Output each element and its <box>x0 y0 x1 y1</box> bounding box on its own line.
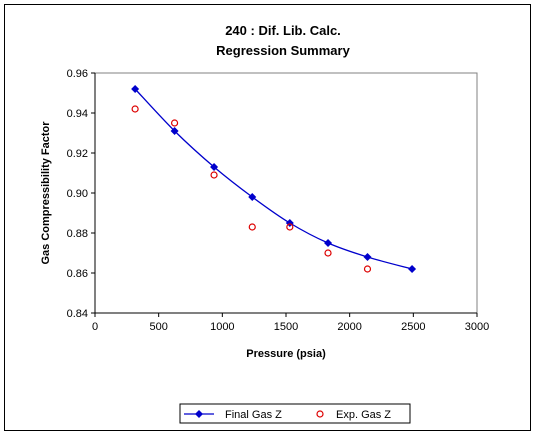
y-tick-label: 0.88 <box>67 228 88 240</box>
point-final-gas-z <box>131 85 140 93</box>
point-exp-gas-z <box>248 223 256 231</box>
x-tick-label: 500 <box>149 321 167 333</box>
legend-label-exp-gas-z: Exp. Gas Z <box>336 409 391 421</box>
point-exp-gas-z <box>170 119 179 127</box>
point-exp-gas-z <box>286 223 294 231</box>
plot-area <box>94 72 478 314</box>
x-tick-label: 2000 <box>337 321 361 333</box>
point-exp-gas-z <box>363 265 372 273</box>
y-axis-label: Gas Compressibility Factor <box>40 121 52 265</box>
x-axis-label: Pressure (psia) <box>246 348 326 360</box>
legend-marker-exp-gas-z <box>316 410 324 418</box>
x-tick-label: 0 <box>92 321 98 333</box>
point-final-gas-z <box>170 127 179 135</box>
point-final-gas-z <box>210 163 219 171</box>
point-final-gas-z <box>324 239 333 247</box>
chart-title: 240 : Dif. Lib. Calc. <box>225 23 341 38</box>
legend-box <box>179 403 411 424</box>
series-layer <box>131 85 417 273</box>
y-tick-label: 0.92 <box>67 148 88 160</box>
y-tick-label: 0.94 <box>67 108 88 120</box>
point-final-gas-z <box>408 265 417 273</box>
y-tick-label: 0.84 <box>67 308 88 320</box>
legend-label-final-gas-z: Final Gas Z <box>225 409 282 421</box>
legend: Final Gas Z Exp. Gas Z <box>179 403 411 424</box>
x-tick-label: 2500 <box>401 321 425 333</box>
y-tick-label: 0.96 <box>67 68 88 80</box>
point-exp-gas-z <box>324 249 332 257</box>
x-tick-label: 3000 <box>465 321 489 333</box>
tick-labels: 0 500 1000 1500 2000 2500 3000 0.84 0.86 0.88 0.90… <box>67 68 490 333</box>
chart-subtitle: Regression Summary <box>216 43 350 58</box>
x-tick-label: 1000 <box>210 321 234 333</box>
point-exp-gas-z <box>131 105 139 113</box>
point-final-gas-z <box>248 193 257 201</box>
y-tick-label: 0.86 <box>67 268 88 280</box>
x-tick-label: 1500 <box>274 321 298 333</box>
point-final-gas-z <box>363 253 372 261</box>
point-exp-gas-z <box>210 171 218 179</box>
legend-marker-final-gas-z <box>195 410 203 418</box>
series-line-final-gas-z <box>134 88 413 270</box>
y-tick-label: 0.90 <box>67 188 88 200</box>
